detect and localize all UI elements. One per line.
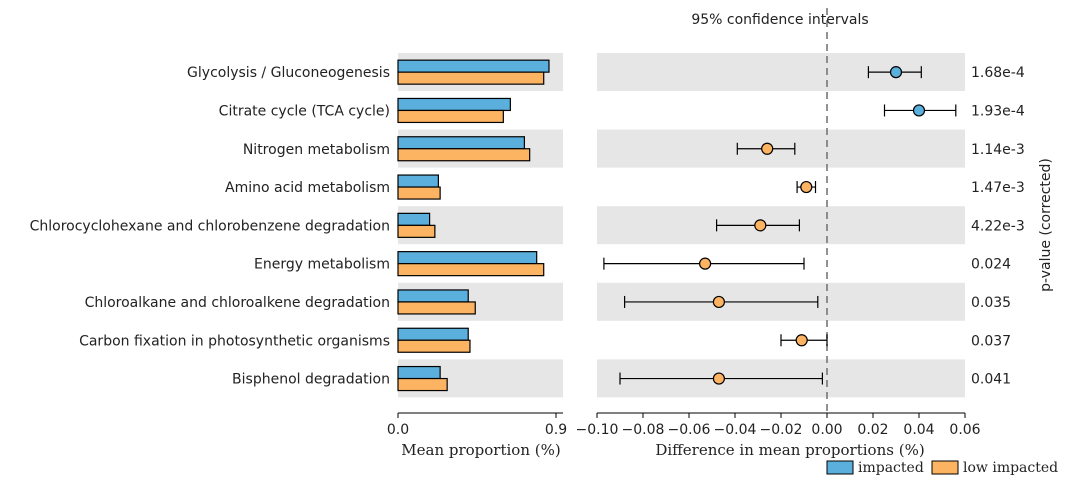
- bar-axis-label: Mean proportion (%): [401, 441, 560, 459]
- ci-mark: [867, 66, 922, 79]
- bar-impacted: [397, 289, 469, 303]
- bar-impacted: [397, 174, 439, 188]
- pathway-label: Bisphenol degradation: [232, 372, 390, 388]
- confidence-interval-marks: [603, 66, 957, 385]
- ci-axis-tick-label: −0.08: [622, 422, 665, 438]
- legend-swatch-low-impacted: [931, 460, 959, 475]
- p-value: 0.041: [971, 372, 1011, 388]
- bar-low-impacted: [397, 186, 441, 200]
- ci-mark: [780, 334, 828, 347]
- axes: 0.0 0.9 −0.10 −0.08 −0.06 −0.04 −0.02 0.00 0.02 0…: [387, 412, 981, 438]
- ci-mark: [796, 180, 817, 194]
- pathway-label: Energy metabolism: [254, 257, 390, 273]
- ci-mean-point: [698, 257, 712, 270]
- pathway-label: Citrate cycle (TCA cycle): [219, 103, 390, 119]
- ci-mean-point: [889, 66, 903, 79]
- ci-axis-tick-label: −0.04: [714, 422, 757, 438]
- p-value: 1.47e-3: [971, 180, 1025, 196]
- ci-mean-point: [795, 334, 808, 347]
- p-value: 0.037: [971, 333, 1011, 349]
- ci-mean-point: [712, 295, 726, 309]
- bar-impacted: [397, 251, 538, 265]
- p-value: 0.024: [971, 257, 1011, 273]
- p-value: 1.14e-3: [971, 142, 1025, 158]
- bar-low-impacted: [397, 339, 471, 353]
- bar-impacted: [397, 136, 526, 150]
- p-value: 4.22e-3: [971, 218, 1025, 234]
- bar-impacted: [397, 212, 431, 226]
- ci-mark: [619, 372, 824, 385]
- ci-axis-tick-label: 0.06: [949, 422, 980, 438]
- bar-impacted: [397, 327, 469, 341]
- ci-mean-point: [912, 104, 926, 117]
- ci-mark: [623, 295, 819, 309]
- bar-low-impacted: [397, 148, 531, 162]
- pathway-label: Chloroalkane and chloroalkene degradatio…: [85, 295, 390, 311]
- ci-mean-point: [754, 219, 767, 232]
- bar-low-impacted: [397, 263, 545, 277]
- bar-impacted: [397, 365, 441, 380]
- ci-title: 95% confidence intervals: [691, 12, 868, 28]
- ci-mean-point: [712, 372, 726, 385]
- p-value: 1.68e-4: [971, 65, 1025, 81]
- pathway-label: Amino acid metabolism: [225, 180, 390, 196]
- ci-axis-tick-label: 0.00: [811, 422, 842, 438]
- ci-mark: [603, 257, 805, 270]
- pathway-label: Glycolysis / Gluconeogenesis: [187, 65, 390, 81]
- p-value: 1.93e-4: [971, 103, 1025, 119]
- ci-mark: [715, 219, 801, 232]
- p-value: 0.035: [971, 295, 1011, 311]
- ci-axis-tick-label: 0.02: [857, 422, 888, 438]
- bar-low-impacted: [397, 377, 448, 392]
- ci-axis-tick-label: −0.10: [576, 422, 619, 438]
- ci-axis-tick-label: 0.04: [903, 422, 934, 438]
- ci-mean-point: [800, 180, 813, 194]
- legend: impacted low impacted: [826, 460, 1058, 476]
- pathway-label: Carbon fixation in photosynthetic organi…: [79, 333, 390, 349]
- ci-mean-point: [761, 142, 774, 155]
- mean-proportion-bars: [397, 59, 550, 392]
- ci-axis-tick-label: −0.06: [668, 422, 711, 438]
- pathway-labels: Glycolysis / Gluconeogenesis Citrate cycl…: [30, 65, 390, 387]
- legend-label-low-impacted: low impacted: [963, 460, 1058, 476]
- bar-impacted: [397, 97, 511, 112]
- legend-label-impacted: impacted: [858, 460, 924, 476]
- bar-low-impacted: [397, 71, 545, 85]
- ci-mark: [736, 142, 796, 155]
- pathway-label: Chlorocyclohexane and chlorobenzene degr…: [30, 218, 390, 234]
- ci-axis-tick-label: −0.02: [760, 422, 803, 438]
- bar-low-impacted: [397, 224, 436, 238]
- bar-low-impacted: [397, 109, 504, 124]
- p-value-labels: 1.68e-4 1.93e-4 1.14e-3 1.47e-3 4.22e-3 0.024…: [971, 65, 1025, 387]
- bar-impacted: [397, 59, 550, 73]
- bar-low-impacted: [397, 301, 476, 315]
- p-value-axis-label: p-value (corrected): [1038, 158, 1054, 292]
- legend-swatch-impacted: [826, 460, 854, 475]
- ci-mark: [883, 104, 957, 117]
- ci-axis-label: Difference in mean proportions (%): [655, 441, 924, 459]
- pathway-label: Nitrogen metabolism: [243, 142, 390, 158]
- bar-axis-tick-label: 0.9: [545, 422, 567, 438]
- bar-axis-tick-label: 0.0: [387, 422, 409, 438]
